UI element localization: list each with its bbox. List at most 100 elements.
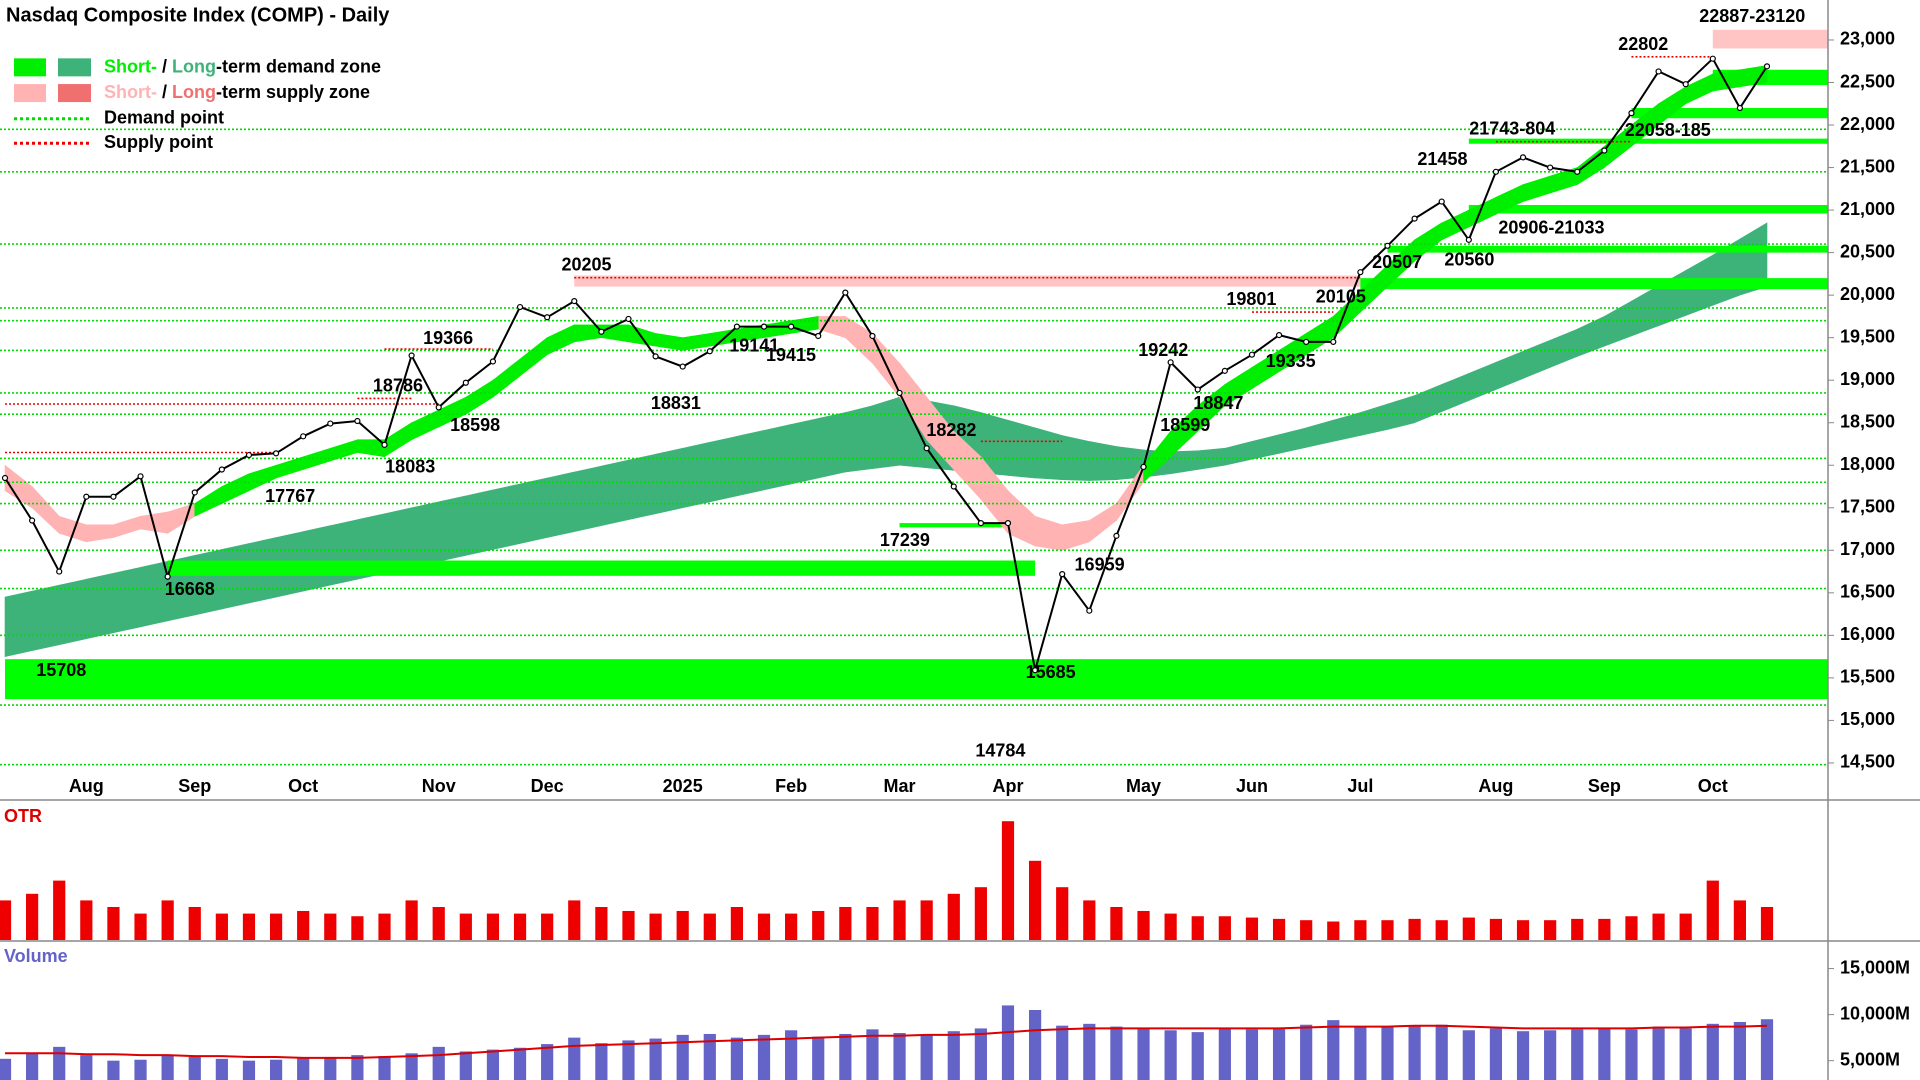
bar — [1462, 917, 1475, 940]
supply-zone — [1712, 29, 1828, 49]
price-point — [598, 328, 605, 335]
x-tick-label: Feb — [775, 776, 807, 796]
price-point — [842, 289, 849, 296]
price-point — [1438, 198, 1445, 205]
bar — [1760, 1019, 1774, 1080]
price-annotation: 19366 — [423, 328, 473, 348]
price-annotation: 20205 — [561, 254, 611, 274]
bar — [1191, 916, 1204, 940]
bar — [297, 910, 310, 940]
price-point — [272, 450, 280, 457]
bar — [974, 887, 987, 940]
price-point — [815, 332, 822, 340]
price-point — [1628, 110, 1635, 117]
bar — [1544, 1030, 1557, 1080]
bar — [1598, 918, 1611, 940]
bar — [676, 1034, 689, 1080]
price-point — [1357, 269, 1364, 276]
y-tick-label: 18,500 — [1840, 411, 1895, 431]
price-point — [679, 363, 686, 370]
price-point — [1655, 68, 1662, 75]
y-tick-label: 5,000M — [1840, 1049, 1900, 1069]
long-term-band — [411, 501, 440, 568]
price-point — [191, 489, 198, 496]
bar — [730, 907, 744, 940]
bar — [730, 1037, 744, 1080]
price-annotation: 19335 — [1266, 351, 1316, 371]
bar — [1137, 910, 1150, 940]
bar — [0, 900, 12, 940]
x-tick-label: 2025 — [663, 776, 703, 796]
bar — [1706, 1023, 1719, 1080]
long-term-band — [1034, 427, 1063, 481]
price-point — [544, 314, 551, 321]
bar — [1733, 900, 1746, 940]
x-tick-label: Dec — [531, 776, 564, 796]
bar — [1625, 1029, 1638, 1080]
price-point — [1384, 242, 1391, 249]
legend-label: Short- / Long-term supply zone — [104, 82, 370, 102]
bar — [568, 900, 581, 940]
demand-zone — [1631, 108, 1828, 119]
y-tick-label: 15,000M — [1840, 957, 1910, 977]
bar — [1516, 1031, 1530, 1080]
demand-zone — [167, 560, 1036, 576]
long-term-band — [845, 405, 873, 473]
y-tick-label: 21,000 — [1840, 199, 1895, 219]
bar — [1056, 887, 1069, 940]
legend-label: Short- / Long-term demand zone — [104, 56, 381, 76]
price-annotation: 15685 — [1026, 662, 1076, 682]
bar — [297, 1057, 310, 1080]
long-term-band — [4, 590, 33, 657]
bar — [595, 1043, 608, 1080]
bar — [1083, 1023, 1096, 1080]
bar — [893, 1033, 906, 1080]
long-term-band — [86, 572, 114, 640]
price-point — [1574, 168, 1581, 175]
y-tick-label: 14,500 — [1840, 752, 1895, 772]
price-point — [1465, 236, 1472, 243]
legend-text: Long — [172, 56, 216, 76]
bar — [703, 1033, 716, 1080]
bar — [1300, 920, 1313, 940]
bar — [1245, 1029, 1259, 1080]
bar — [1164, 913, 1177, 940]
marks-layer — [0, 55, 1774, 1080]
legend-text: Short- — [104, 82, 157, 102]
x-tick-label: Jun — [1236, 776, 1268, 796]
y-tick-label: 17,500 — [1840, 497, 1895, 517]
price-annotation: 21458 — [1417, 149, 1467, 169]
bar — [1164, 1030, 1177, 1080]
bar — [541, 1044, 554, 1080]
price-point — [83, 493, 90, 500]
bar — [1706, 880, 1719, 940]
bar — [1381, 1026, 1394, 1080]
bar — [1001, 1005, 1015, 1080]
price-point — [896, 389, 903, 397]
price-annotation: 15708 — [36, 660, 86, 680]
price-annotation: 22802 — [1618, 34, 1668, 54]
bar — [1544, 920, 1557, 940]
price-point — [1140, 463, 1147, 471]
bar — [1354, 920, 1367, 940]
price-point — [300, 433, 307, 440]
legend-text: / — [157, 82, 172, 102]
price-point — [354, 417, 361, 425]
price-point — [571, 297, 578, 305]
price-point — [245, 451, 253, 459]
long-term-band — [601, 459, 629, 527]
bar — [242, 1060, 256, 1080]
bar — [676, 910, 689, 940]
long-term-band — [113, 566, 141, 634]
price-point — [950, 483, 957, 490]
bar — [80, 1055, 93, 1080]
bar — [324, 913, 337, 940]
y-tick-label: 17,000 — [1840, 539, 1895, 559]
bar — [1327, 921, 1340, 940]
bar — [703, 913, 716, 940]
price-annotation: 16959 — [1075, 554, 1125, 574]
bar — [134, 1059, 147, 1080]
bar — [215, 913, 228, 940]
price-annotation: 21743-804 — [1469, 119, 1555, 139]
